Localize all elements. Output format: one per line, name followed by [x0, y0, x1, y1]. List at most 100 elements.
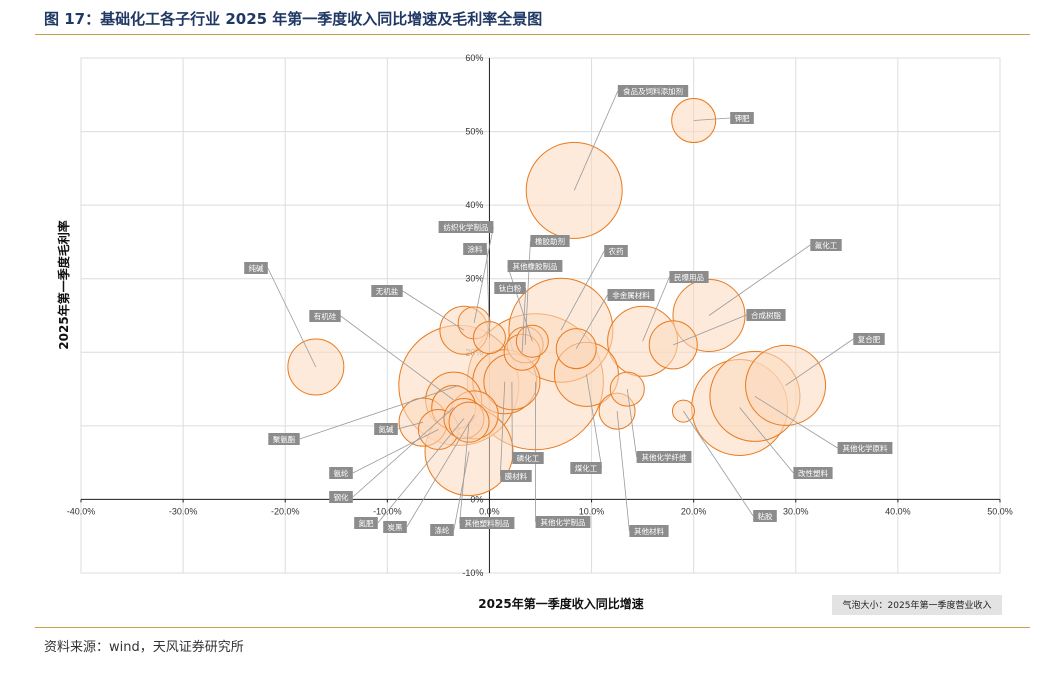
- bubble-label-text: 纺织化学制品: [444, 222, 489, 232]
- y-tick-label: 60%: [465, 53, 483, 63]
- bubble-label: 改性塑料: [793, 467, 833, 479]
- bubble-label-text: 粘胶: [758, 511, 773, 521]
- bubble-label-bg: [463, 243, 487, 255]
- bubble-label-bg: [636, 451, 692, 463]
- x-tick-label: 40.0%: [885, 506, 911, 516]
- bubble-label-text: 其他化学制品: [541, 517, 586, 527]
- bubble-label-text: 磷化工: [517, 453, 540, 463]
- bubble-label-bg: [604, 245, 628, 257]
- bubble-label-text: 钾肥: [735, 114, 750, 123]
- bubble-label: 合成树脂: [746, 309, 786, 321]
- x-tick-label: 30.0%: [783, 506, 809, 516]
- bubble-label-bg: [459, 517, 515, 529]
- y-tick-label: 30%: [465, 274, 483, 284]
- bubble-label-text: 膜材料: [505, 471, 528, 481]
- x-tick-label: -30.0%: [169, 506, 198, 516]
- bubble-label-bg: [570, 462, 602, 474]
- leader-line: [673, 314, 747, 346]
- y-tick-label: 0%: [470, 494, 483, 504]
- bubble-label-bg: [629, 525, 669, 537]
- y-tick-label: 40%: [465, 200, 483, 210]
- bubble-label-bg: [329, 467, 353, 479]
- bubble-label-text: 复合肥: [858, 334, 881, 344]
- bubble-size-legend: 气泡大小：2025年第一季度营业收入: [832, 595, 1002, 615]
- leader-line: [626, 389, 637, 458]
- bubble-label-bg: [730, 112, 754, 124]
- bubble-label: 有机硅: [309, 310, 341, 322]
- bubble-label: 煤化工: [570, 462, 602, 474]
- bubble-label: 涤纶: [430, 524, 454, 536]
- bubble-label-text: 氮肥: [359, 518, 374, 528]
- bubble-label-bg: [853, 333, 885, 345]
- leader-line: [340, 315, 454, 401]
- x-tick-label: 0.0%: [479, 506, 500, 516]
- bubble-series: [287, 98, 827, 497]
- leader-line: [402, 290, 465, 331]
- title-divider: [35, 34, 1030, 35]
- bubble-label-text: 氨纶: [334, 468, 349, 478]
- bubble-label-bg: [371, 285, 403, 297]
- leader-line: [754, 396, 838, 449]
- bubble-label-text: 炭黑: [388, 523, 403, 532]
- bubble-label-bg: [746, 309, 786, 321]
- x-tick-label: 50.0%: [987, 506, 1013, 516]
- bubble-label: 氮肥: [354, 517, 378, 529]
- leader-line: [642, 276, 670, 342]
- leader-line: [521, 287, 527, 353]
- bubble-label-text: 民爆用品: [674, 272, 704, 282]
- leader-lines: [267, 90, 854, 532]
- bubble-label-text: 氮碱: [379, 424, 394, 434]
- bubble-label-bg: [354, 517, 378, 529]
- bubble-label: 氮碱: [374, 423, 398, 435]
- bubble-label: 其他化学纤维: [636, 451, 692, 463]
- leader-line: [473, 226, 494, 323]
- bubble-label: 无机盐: [371, 285, 403, 297]
- x-tick-label: 10.0%: [579, 506, 605, 516]
- bubble-label-bg: [512, 452, 544, 464]
- bubble-label-text: 其他橡胶制品: [513, 261, 558, 271]
- bubble-label: 聚氨酯: [268, 433, 300, 445]
- bubble-label: 橡胶助剂: [530, 235, 570, 247]
- leader-line: [708, 244, 811, 316]
- bubble-label-bg: [617, 85, 689, 97]
- bubble-label: 炭黑: [383, 521, 407, 533]
- bubble-label-bg: [438, 221, 494, 233]
- x-tick-label: 20.0%: [681, 506, 707, 516]
- bubble-label-text: 氟化工: [815, 240, 838, 250]
- leader-line: [560, 250, 605, 331]
- bubble-label-text: 聚氨酯: [273, 434, 296, 444]
- bubble-label-text: 钛白粉: [499, 283, 522, 293]
- bubble-label: 农药: [604, 245, 628, 257]
- bubble-label: 纺织化学制品: [438, 221, 494, 233]
- bubble-label: 钢化: [329, 491, 353, 503]
- bubble-label-bg: [500, 470, 532, 482]
- leader-line: [575, 294, 608, 349]
- bubble-label-bg: [494, 282, 526, 294]
- bubble-label: 民爆用品: [669, 271, 709, 283]
- y-tick-label: 50%: [465, 127, 483, 137]
- bubble-label: 氟化工: [810, 239, 842, 251]
- bubble-label-text: 橡胶助剂: [535, 236, 565, 246]
- leader-line: [499, 381, 506, 477]
- bubble-label-bg: [810, 239, 842, 251]
- leader-line: [486, 248, 490, 338]
- leader-line: [573, 90, 619, 191]
- bubble-label-text: 其他化学原料: [843, 443, 888, 453]
- source-note: 资料来源：wind，天风证券研究所: [44, 640, 244, 655]
- y-tick-label: -10%: [462, 568, 483, 578]
- bubble-label: 其他材料: [629, 525, 669, 537]
- bubble-label-text: 农药: [609, 246, 624, 256]
- bubble-label-bg: [669, 271, 709, 283]
- bubble-label: 复合肥: [853, 333, 885, 345]
- bubble-label: 纯碱: [244, 262, 268, 274]
- bubble-label-bg: [329, 491, 353, 503]
- bubble-label-bg: [507, 260, 563, 272]
- leader-line: [377, 418, 465, 524]
- bubble-label-bg: [374, 423, 398, 435]
- bubble-label-text: 无机盐: [376, 286, 399, 296]
- bubble-label: 非金属材料: [607, 289, 655, 301]
- leader-line: [586, 374, 603, 469]
- x-tick-label: -20.0%: [271, 506, 300, 516]
